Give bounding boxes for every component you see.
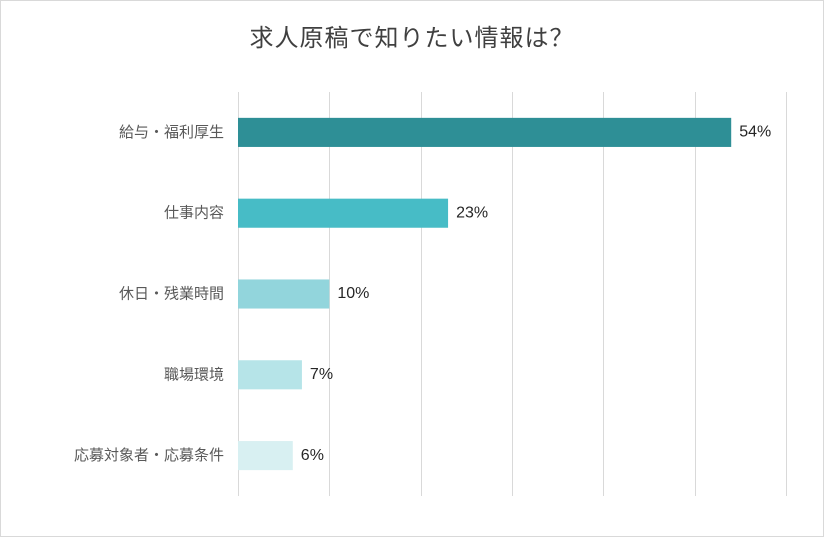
data-label: 54%: [739, 124, 771, 141]
category-label: 休日・残業時間: [119, 285, 224, 303]
category-label: 職場環境: [164, 365, 224, 383]
bars: [238, 117, 732, 471]
data-label: 23%: [456, 204, 488, 221]
data-label: 6%: [301, 447, 324, 464]
chart-title: 求人原稿で知りたい情報は？: [249, 24, 575, 52]
bar: [238, 117, 732, 147]
data-label: 10%: [337, 285, 369, 302]
gridlines: [238, 92, 787, 496]
data-label: 7%: [310, 366, 333, 383]
data-labels: 54% 23% 10% 7% 6%: [301, 124, 771, 464]
category-label: 応募対象者・応募条件: [74, 446, 224, 464]
bar: [238, 441, 293, 471]
bar: [238, 279, 330, 309]
bar: [238, 360, 302, 390]
category-label: 給与・福利厚生: [119, 123, 224, 141]
category-label: 仕事内容: [164, 204, 224, 222]
bar: [238, 198, 449, 228]
